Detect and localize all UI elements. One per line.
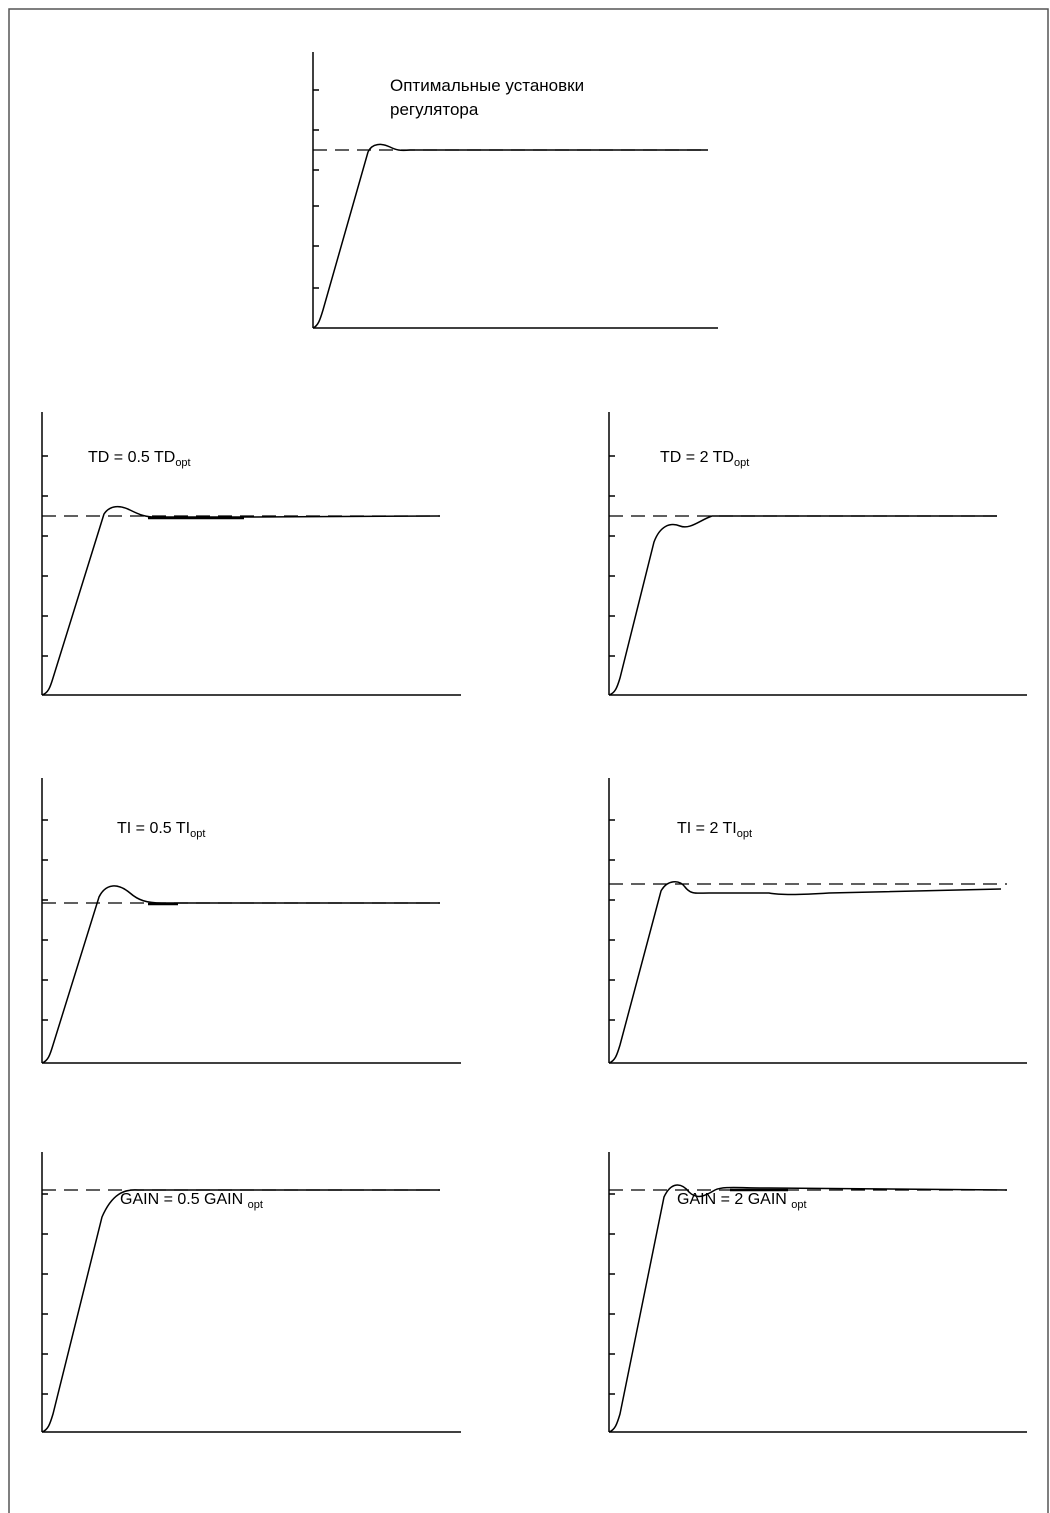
panel-label: TI = 2 TIopt [677, 820, 752, 840]
panel-optimal: Оптимальные установки регулятора [312, 52, 718, 329]
figure-border [8, 8, 1049, 1513]
axes [608, 412, 1027, 696]
response-curve [41, 885, 440, 1064]
axes [312, 52, 718, 329]
panel-label: GAIN = 2 GAIN opt [677, 1191, 807, 1211]
panel-label: GAIN = 0.5 GAIN opt [120, 1191, 263, 1211]
panel-ti-half: TI = 0.5 TIopt [41, 778, 461, 1064]
axes [41, 412, 461, 696]
panel-label: TD = 0.5 TDopt [88, 449, 191, 469]
response-curve [608, 1184, 1008, 1433]
panel-td-double: TD = 2 TDopt [608, 412, 1027, 696]
panel-gain-half: GAIN = 0.5 GAIN opt [41, 1152, 461, 1433]
axes [41, 778, 461, 1064]
panel-title: Оптимальные установки [390, 76, 584, 95]
axes [608, 778, 1027, 1064]
response-curve [41, 505, 441, 696]
panel-ti-double: TI = 2 TIopt [608, 778, 1027, 1064]
panel-title-line2: регулятора [390, 100, 479, 119]
response-curve [608, 515, 997, 696]
response-curve [312, 143, 708, 329]
response-curve [608, 881, 1002, 1064]
panel-label: TD = 2 TDopt [660, 449, 749, 469]
panel-td-half: TD = 0.5 TDopt [41, 412, 461, 696]
axes [41, 1152, 461, 1433]
axes [608, 1152, 1027, 1433]
response-curve [41, 1189, 440, 1433]
panel-label: TI = 0.5 TIopt [117, 820, 205, 840]
panel-gain-double: GAIN = 2 GAIN opt [608, 1152, 1027, 1433]
